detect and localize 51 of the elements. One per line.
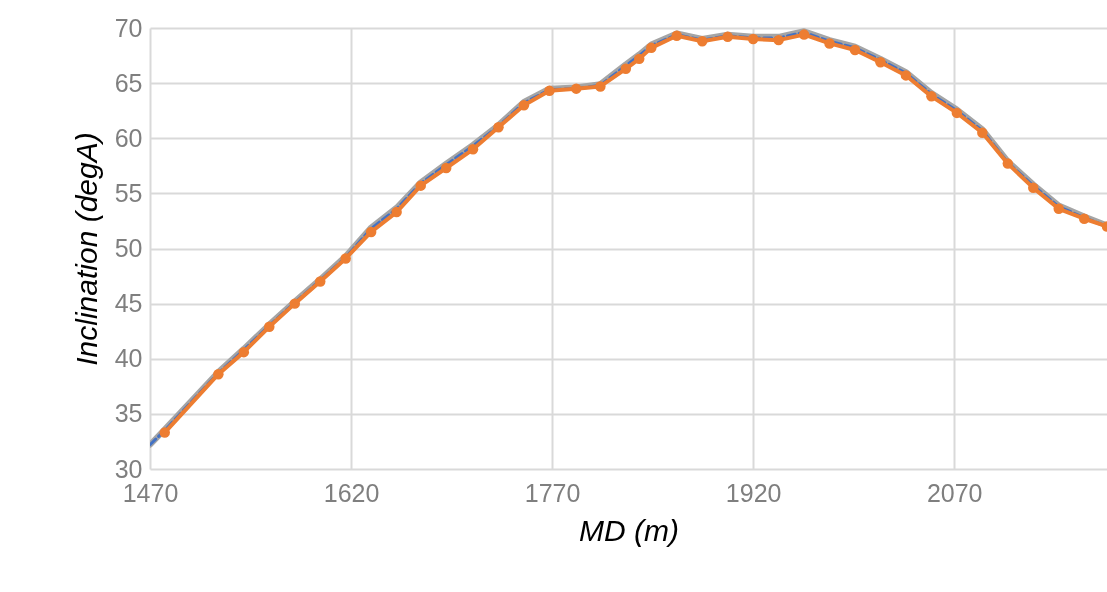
y-tick-label: 40 [114, 344, 143, 373]
point [824, 38, 835, 49]
point [493, 121, 504, 133]
point [340, 253, 351, 264]
point [722, 31, 733, 43]
y-tick-label: 70 [114, 13, 143, 42]
point [1028, 182, 1039, 194]
point [646, 42, 657, 54]
point [633, 53, 645, 65]
point [849, 44, 861, 56]
point [671, 30, 682, 41]
point [620, 63, 632, 75]
point [213, 368, 224, 380]
x-tick-label: 1620 [323, 478, 380, 507]
y-axis-title: Inclination (degA) [69, 132, 103, 366]
point [696, 36, 708, 47]
point [289, 298, 300, 309]
point [595, 81, 606, 92]
x-tick-label: 1920 [725, 478, 782, 507]
point [264, 321, 275, 333]
point [951, 107, 963, 119]
x-tick-label: 1770 [524, 478, 581, 507]
point [467, 144, 479, 155]
y-tick-label: 45 [114, 289, 143, 318]
y-tick-label: 55 [114, 178, 143, 207]
point [875, 56, 886, 68]
point [926, 91, 937, 102]
point [415, 180, 426, 191]
point [391, 206, 402, 218]
point [238, 346, 250, 358]
point [544, 85, 555, 97]
point [1002, 158, 1014, 169]
x-tick-label: 2070 [926, 478, 983, 507]
point [570, 83, 582, 94]
point [900, 70, 912, 81]
point [773, 34, 784, 46]
y-tick-label: 65 [114, 68, 143, 97]
point [747, 33, 759, 45]
point [314, 276, 326, 287]
point [1078, 213, 1090, 224]
y-tick-label: 35 [114, 399, 143, 428]
y-tick-label: 50 [114, 234, 143, 262]
point [1053, 203, 1064, 215]
point [440, 162, 452, 174]
point [798, 29, 810, 40]
point [159, 427, 170, 438]
point [518, 99, 530, 111]
point [977, 127, 988, 138]
point [365, 226, 377, 238]
x-axis-title: MD (m) [579, 513, 679, 547]
y-tick-label: 60 [114, 123, 143, 152]
